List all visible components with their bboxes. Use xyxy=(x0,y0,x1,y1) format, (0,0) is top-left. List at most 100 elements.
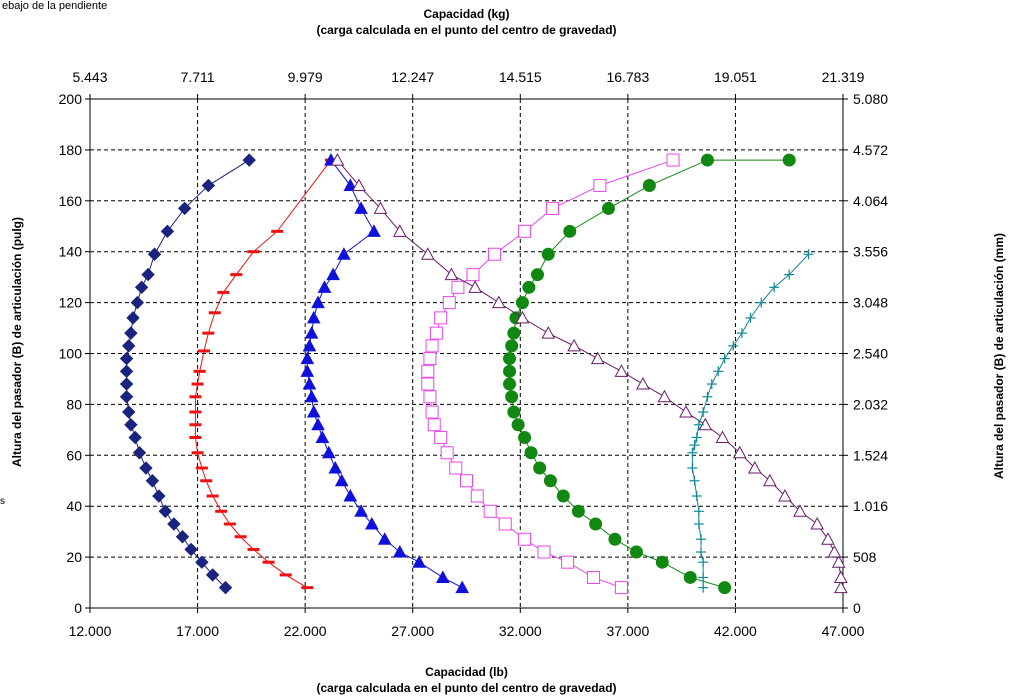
data-point xyxy=(423,390,437,404)
data-point xyxy=(561,555,575,569)
data-point xyxy=(507,326,521,340)
x-tick-label-top: 21.319 xyxy=(822,69,865,85)
data-point xyxy=(429,326,443,340)
data-point xyxy=(483,504,497,518)
y-tick-label-left: 40 xyxy=(66,498,82,514)
data-point xyxy=(511,418,525,432)
data-point xyxy=(343,178,358,192)
data-point xyxy=(223,522,236,526)
data-point xyxy=(507,405,521,419)
data-point xyxy=(421,377,435,391)
data-point xyxy=(242,153,256,167)
data-point xyxy=(392,224,407,237)
series-line-4 xyxy=(509,159,790,589)
data-point xyxy=(208,311,221,315)
x-tick-label-bottom: 37.000 xyxy=(606,623,649,639)
data-point xyxy=(831,555,846,568)
data-point xyxy=(119,377,134,391)
data-point xyxy=(810,516,825,530)
data-point xyxy=(191,451,204,455)
data-point xyxy=(158,504,173,518)
data-point xyxy=(377,532,392,545)
data-point xyxy=(160,224,175,239)
data-point xyxy=(392,544,407,558)
data-point xyxy=(546,201,560,215)
data-point xyxy=(184,542,198,557)
data-point xyxy=(128,430,142,445)
x-tick-label-top: 9.979 xyxy=(288,69,323,85)
data-point xyxy=(302,376,317,390)
data-point xyxy=(311,295,325,309)
data-point xyxy=(782,153,796,167)
data-point xyxy=(364,516,379,530)
y-tick-label-right: 5.080 xyxy=(853,91,888,107)
data-point xyxy=(152,489,166,503)
data-point xyxy=(119,390,134,404)
data-point xyxy=(234,535,247,539)
data-point xyxy=(590,351,605,365)
x-tick-label-bottom: 32.000 xyxy=(499,623,542,639)
top-axis-title-line1: Capacidad (kg) xyxy=(423,7,510,21)
y-tick-label-right: 2.032 xyxy=(853,396,888,412)
data-point xyxy=(315,430,330,443)
data-point xyxy=(470,489,484,503)
data-point xyxy=(434,430,448,444)
data-point xyxy=(189,423,202,427)
data-point xyxy=(503,352,517,366)
data-point xyxy=(132,446,147,460)
data-point xyxy=(778,488,792,502)
data-point xyxy=(271,229,284,233)
data-point xyxy=(198,349,211,353)
y-tick-label-left: 60 xyxy=(66,447,82,463)
data-point xyxy=(449,461,463,475)
data-point xyxy=(122,405,136,419)
data-point xyxy=(491,295,506,309)
x-tick-label-bottom: 17.000 xyxy=(176,623,219,639)
data-point xyxy=(718,581,732,595)
data-point xyxy=(189,410,202,414)
data-point xyxy=(636,376,650,390)
corner-caption: ebajo de la pendiente xyxy=(2,0,108,12)
y-tick-label-right: 3.556 xyxy=(853,244,888,260)
data-point xyxy=(434,311,448,325)
data-point xyxy=(119,364,134,379)
data-point xyxy=(614,581,628,595)
data-point xyxy=(145,474,160,488)
data-point xyxy=(354,201,368,214)
series-line-2 xyxy=(306,159,463,589)
data-point xyxy=(300,364,315,377)
data-point xyxy=(205,568,220,582)
data-point xyxy=(655,555,669,569)
data-point xyxy=(679,404,693,418)
data-point xyxy=(468,280,482,293)
data-point xyxy=(300,351,315,365)
data-point xyxy=(262,560,275,564)
data-point xyxy=(601,201,615,215)
data-point xyxy=(657,389,672,403)
data-point xyxy=(420,247,435,260)
data-point xyxy=(505,390,519,404)
y-tick-label-left: 180 xyxy=(59,142,83,158)
y-tick-label-left: 200 xyxy=(59,91,83,107)
y-tick-label-right: 1.524 xyxy=(853,447,888,463)
stray-text: s xyxy=(0,496,5,507)
data-point xyxy=(421,364,435,378)
data-point xyxy=(466,268,480,282)
data-point xyxy=(543,474,557,488)
data-point xyxy=(200,479,213,483)
x-tick-label-bottom: 22.000 xyxy=(284,623,327,639)
y-tick-label-right: 4.572 xyxy=(853,142,888,158)
data-point xyxy=(122,339,136,353)
data-point xyxy=(167,517,181,531)
data-point xyxy=(793,504,807,517)
data-point xyxy=(334,473,349,487)
data-point xyxy=(177,201,192,216)
top-axis-title: Capacidad (kg) (carga calculada en el pu… xyxy=(90,6,843,38)
data-point xyxy=(515,296,529,310)
data-point xyxy=(608,532,622,546)
bottom-axis-title-line2: (carga calculada en el punto del centro … xyxy=(316,681,617,695)
data-point xyxy=(423,352,437,366)
data-point xyxy=(614,364,629,377)
data-point xyxy=(425,339,439,353)
